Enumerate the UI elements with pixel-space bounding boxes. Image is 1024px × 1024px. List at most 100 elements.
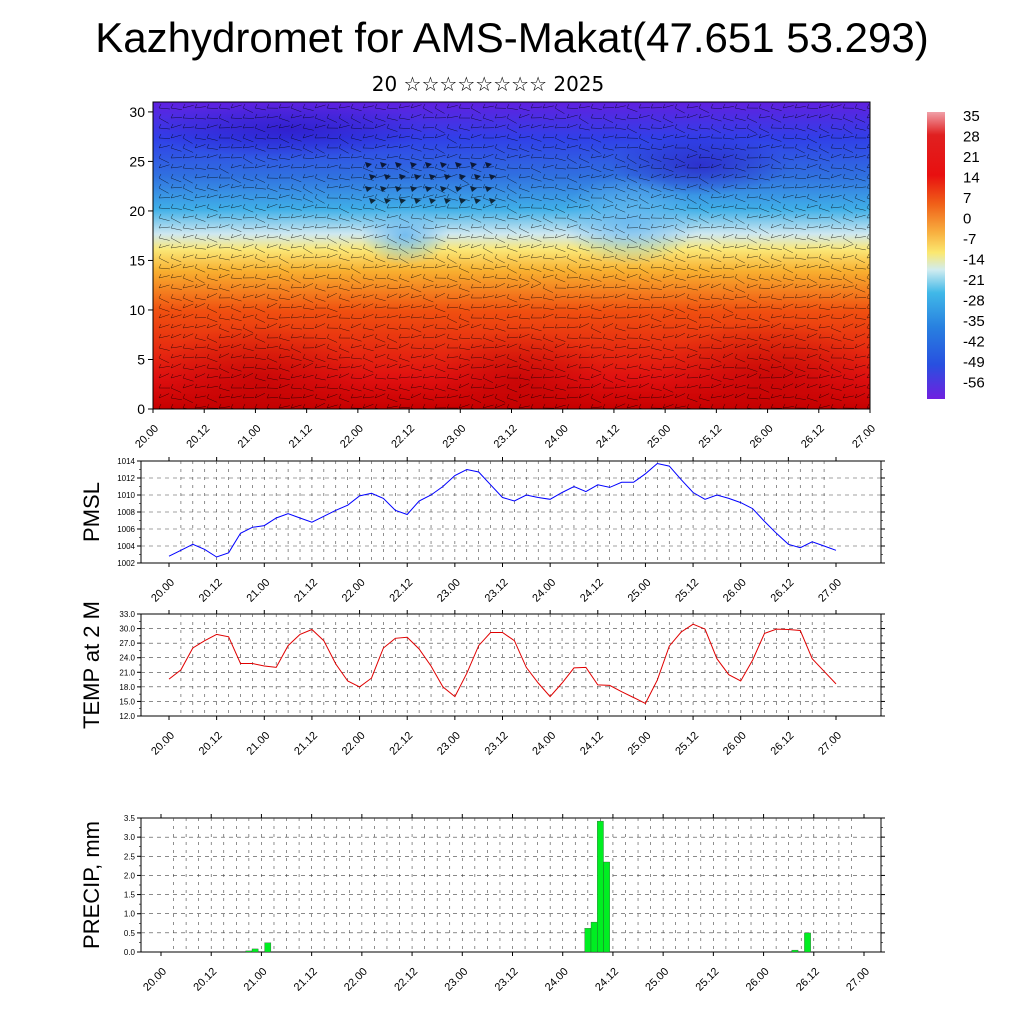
- wind-barb: [626, 127, 637, 134]
- wind-barb: [518, 394, 530, 399]
- wind-barb-flag: [230, 183, 234, 189]
- wind-pennant: [459, 174, 466, 180]
- wind-barb-flag: [482, 373, 486, 379]
- wind-barb: [506, 297, 518, 303]
- wind-barb: [338, 397, 350, 403]
- wind-barb: [374, 393, 386, 399]
- wind-barb-flag: [866, 243, 870, 249]
- wind-barb: [614, 207, 626, 213]
- wind-barb-flag: [866, 403, 870, 409]
- wind-barb-flag: [302, 383, 306, 389]
- wind-barb: [626, 177, 638, 183]
- wind-barb: [266, 377, 278, 381]
- wind-barb-flag: [434, 133, 438, 139]
- wind-barb-flag: [530, 173, 534, 179]
- wind-barb-flag: [326, 233, 330, 239]
- wind-barb: [578, 117, 589, 124]
- wind-barb: [302, 147, 314, 153]
- wind-barb-flag: [842, 303, 846, 309]
- wind-barb: [674, 324, 686, 329]
- wind-barb-flag: [482, 383, 486, 389]
- wind-barb: [710, 257, 722, 263]
- wind-barb-flag: [362, 153, 366, 159]
- wind-barb: [662, 356, 674, 359]
- wind-barb-flag: [698, 263, 702, 269]
- wind-barb: [470, 377, 482, 380]
- wind-barb: [398, 336, 410, 339]
- wind-barb-flag: [374, 303, 378, 309]
- wind-barb: [170, 107, 182, 110]
- wind-barb-flag: [434, 303, 438, 309]
- wind-barb: [590, 187, 602, 190]
- wind-barb-flag: [746, 133, 750, 139]
- wind-barb: [662, 404, 674, 409]
- wind-barb-flag: [782, 343, 786, 349]
- wind-barb-flag: [230, 343, 234, 349]
- wind-barb-flag: [398, 193, 402, 199]
- wind-barb: [794, 237, 806, 241]
- wind-barb: [350, 137, 362, 141]
- wind-barb-flag: [614, 173, 618, 179]
- wind-barb-flag: [314, 373, 318, 379]
- wind-barb-flag: [866, 293, 870, 299]
- wind-barb-flag: [854, 113, 858, 119]
- wind-barb-flag: [794, 233, 798, 239]
- wind-barb-flag: [518, 263, 522, 269]
- wind-barb-flag: [422, 343, 426, 349]
- wind-barb-flag: [386, 353, 390, 359]
- wind-barb-flag: [278, 143, 282, 149]
- wind-barb-flag: [206, 233, 210, 239]
- wind-barb: [458, 307, 470, 311]
- wind-barb: [434, 327, 446, 330]
- wind-barb: [494, 124, 506, 129]
- wind-barb: [182, 126, 194, 129]
- wind-barb: [386, 347, 398, 350]
- wind-barb-flag: [854, 353, 858, 359]
- wind-barb: [794, 227, 806, 230]
- wind-barb-flag: [734, 303, 738, 309]
- temp-x-tick-label: 22.00: [340, 730, 368, 758]
- wind-barb: [506, 154, 518, 159]
- wind-barb-flag: [470, 383, 474, 389]
- wind-barb: [446, 327, 458, 330]
- wind-barb: [698, 127, 710, 130]
- wind-barb-flag: [830, 353, 834, 359]
- wind-barb-flag: [326, 203, 330, 209]
- wind-barb-flag: [626, 133, 630, 139]
- wind-barb: [554, 256, 566, 259]
- wind-barb: [722, 147, 734, 150]
- wind-barb-flag: [530, 193, 534, 199]
- wind-barb: [158, 217, 170, 222]
- wind-barb-flag: [650, 303, 654, 309]
- wind-barb-flag: [710, 363, 714, 369]
- wind-barb-flag: [734, 213, 738, 219]
- wind-barb-flag: [326, 283, 330, 289]
- wind-barb-flag: [854, 343, 858, 349]
- wind-barb-flag: [242, 283, 246, 289]
- wind-barb: [374, 167, 386, 169]
- wind-barb-flag: [602, 363, 606, 369]
- wind-barb-flag: [710, 303, 714, 309]
- wind-barb: [278, 347, 290, 351]
- wind-barb-flag: [494, 203, 498, 209]
- wind-barb-flag: [386, 223, 390, 229]
- wind-barb-flag: [806, 143, 810, 149]
- wind-barb: [278, 267, 290, 273]
- wind-barb: [194, 106, 206, 109]
- wind-barb-flag: [782, 243, 786, 249]
- wind-barb-flag: [674, 273, 678, 279]
- wind-barb: [470, 147, 482, 149]
- wind-barb-flag: [446, 243, 450, 249]
- wind-barb-flag: [566, 353, 570, 359]
- wind-barb-flag: [662, 383, 666, 389]
- wind-barb: [854, 186, 866, 189]
- wind-barb: [710, 275, 722, 279]
- wind-barb-flag: [674, 293, 678, 299]
- wind-barb: [290, 287, 302, 289]
- wind-barb-flag: [746, 183, 750, 189]
- wind-barb: [302, 205, 314, 209]
- wind-barb-flag: [626, 223, 630, 229]
- wind-barb: [818, 244, 830, 249]
- wind-barb-flag: [458, 133, 462, 139]
- wind-barb: [158, 373, 170, 379]
